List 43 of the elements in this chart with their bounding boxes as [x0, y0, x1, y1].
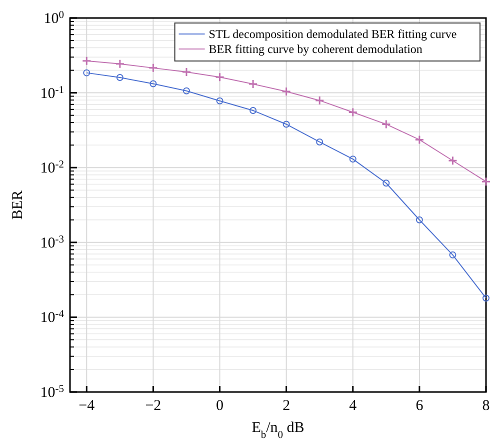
- point: [182, 67, 192, 77]
- y-tick-label: 10$^{-1}$: [40, 84, 64, 102]
- point: [282, 86, 292, 96]
- point: [416, 216, 423, 224]
- y-axis-title: BER: [10, 190, 26, 220]
- x-tick-label: 0: [216, 398, 224, 414]
- point: [482, 294, 490, 302]
- point: [481, 176, 491, 186]
- point: [448, 156, 458, 166]
- point: [282, 120, 290, 128]
- point: [250, 106, 257, 114]
- point: [316, 138, 324, 146]
- point: [449, 251, 456, 258]
- point: [382, 180, 390, 187]
- y-tick-label: 10$^{-4}$: [40, 308, 65, 326]
- x-tick-label: 8: [482, 398, 490, 414]
- x-tick-label: −4: [78, 398, 96, 414]
- point: [349, 156, 356, 163]
- y-tick-label: 10$^{-3}$: [40, 234, 64, 252]
- y-tick-label: 10$^{0}$: [44, 10, 64, 27]
- point: [83, 69, 90, 76]
- point: [348, 107, 358, 117]
- x-tick-label: −2: [145, 398, 162, 414]
- point: [314, 96, 324, 106]
- x-tick-label: 2: [282, 398, 290, 414]
- y-tick-label: 10$^{-5}$: [40, 384, 64, 401]
- point: [248, 79, 258, 89]
- point: [215, 72, 225, 82]
- point: [216, 97, 224, 104]
- point: [115, 59, 125, 69]
- y-tick-label: 10$^{-2}$: [40, 159, 64, 177]
- point: [414, 134, 424, 144]
- point: [116, 74, 124, 82]
- x-tick-label: 6: [416, 398, 424, 414]
- legend-label: BER fitting curve by coherent demodulation: [208, 42, 422, 56]
- point: [148, 63, 158, 73]
- point: [182, 87, 190, 94]
- point: [82, 56, 92, 66]
- point: [150, 80, 157, 88]
- x-axis-title: E$_{b}$/n$_{0}$ dB: [252, 420, 304, 440]
- point: [381, 119, 391, 129]
- legend-label: STL decomposition demodulated BER fitting curve: [208, 27, 457, 41]
- x-tick-label: 4: [349, 398, 358, 414]
